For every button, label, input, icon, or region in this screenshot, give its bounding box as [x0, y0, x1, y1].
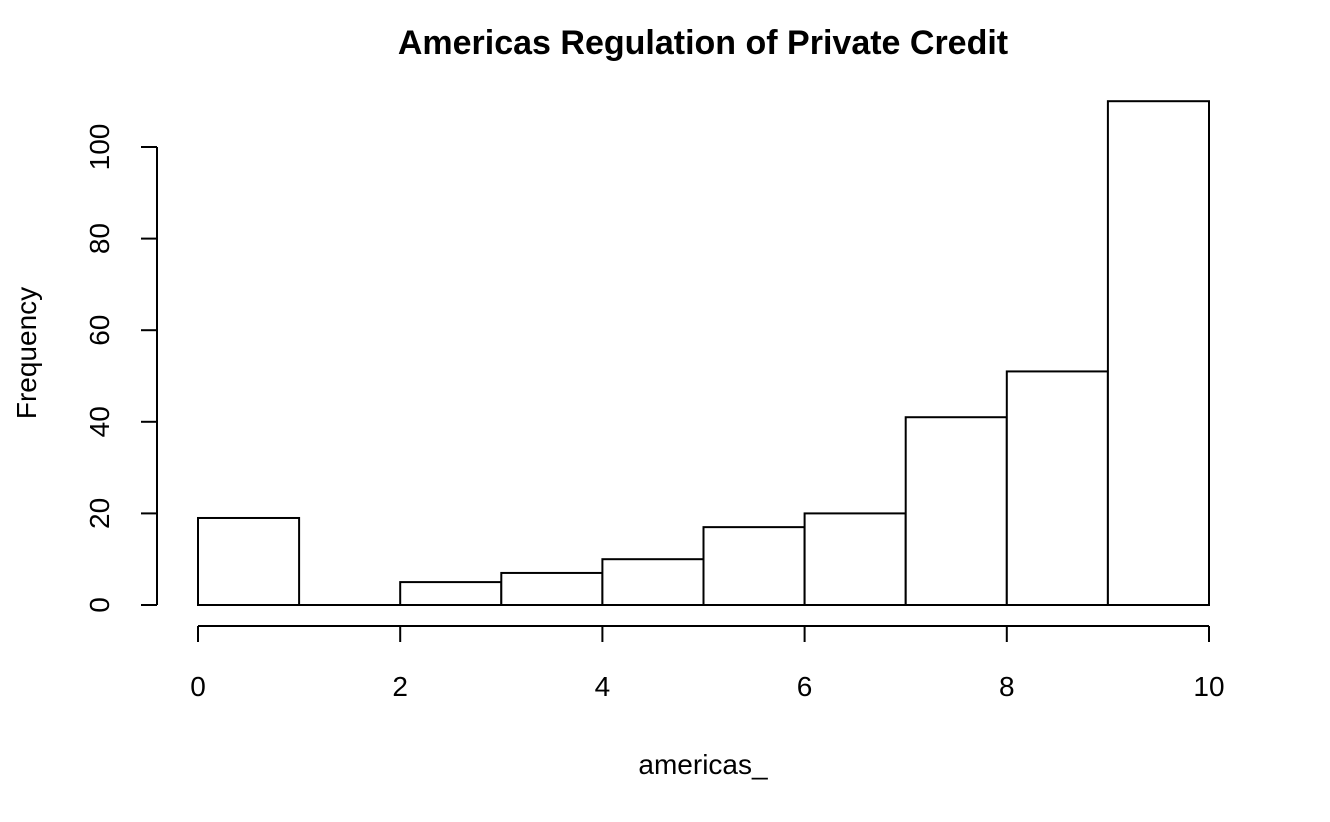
histogram-bar	[702, 526, 806, 607]
histogram-bar	[500, 571, 604, 607]
x-axis: 0 2 4 6 8 10	[190, 625, 1225, 702]
bars-group	[197, 100, 1211, 607]
y-axis-label: Frequency	[11, 287, 42, 419]
x-tick-label: 10	[1193, 671, 1224, 702]
x-axis-label: americas_	[638, 749, 768, 780]
x-tick-label: 0	[190, 671, 206, 702]
x-tick-label: 2	[392, 671, 408, 702]
y-tick-label: 80	[84, 223, 115, 254]
y-tick-label: 40	[84, 406, 115, 437]
y-tick-label: 0	[84, 597, 115, 613]
histogram-bar	[601, 558, 705, 607]
histogram-bar	[1106, 100, 1211, 606]
x-tick-label: 8	[999, 671, 1015, 702]
histogram-bar	[399, 581, 503, 606]
chart-title: Americas Regulation of Private Credit	[398, 24, 1008, 62]
y-tick-label: 100	[84, 124, 115, 171]
y-axis: 0 20 40 60 80 100	[84, 124, 158, 613]
histogram-bar	[904, 416, 1008, 606]
histogram-bar	[197, 516, 301, 606]
y-tick-label: 60	[84, 315, 115, 346]
x-tick-label: 6	[797, 671, 813, 702]
histogram-bar	[1005, 370, 1109, 607]
x-tick-label: 4	[595, 671, 611, 702]
y-tick-label: 20	[84, 498, 115, 529]
histogram-bar	[803, 512, 907, 607]
